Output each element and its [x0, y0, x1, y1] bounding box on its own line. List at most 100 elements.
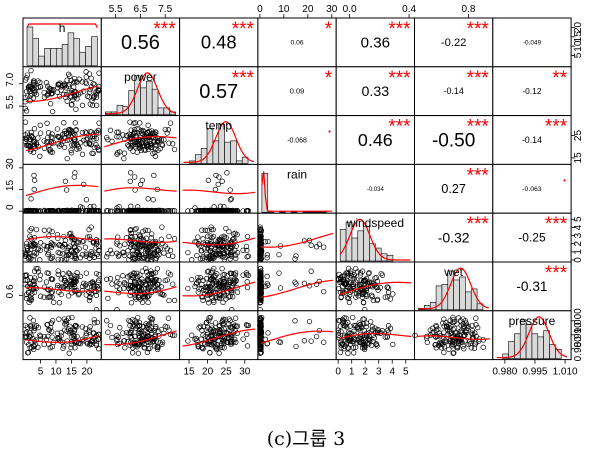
scatter-point	[135, 251, 142, 257]
significance-stars: .	[562, 165, 567, 186]
significance-stars: **	[552, 68, 567, 89]
scatter-point	[33, 323, 40, 329]
significance-stars: ***	[545, 117, 568, 138]
scatter-point	[224, 283, 231, 290]
scatter-point	[41, 242, 47, 249]
tick-label: 3	[376, 367, 382, 378]
scatter-point	[226, 278, 232, 284]
tick-label: 3	[573, 232, 584, 238]
scatter-point	[56, 316, 62, 322]
scatter-point	[154, 139, 160, 145]
scatter-point	[27, 315, 33, 321]
scatter-point	[136, 245, 143, 251]
scatter-point	[440, 341, 446, 348]
scatter-point	[382, 334, 388, 340]
scatter-point	[73, 106, 79, 112]
scatter-point	[65, 326, 72, 332]
scatter-point	[459, 329, 465, 335]
scatter-point	[65, 127, 72, 133]
correlation-value: -0.31	[516, 279, 547, 294]
fit-line	[260, 279, 334, 298]
scatter-point	[217, 203, 224, 209]
scatter-point	[351, 272, 357, 278]
significance-stars: .	[327, 117, 332, 138]
panel-frame	[492, 212, 572, 263]
scatter-point	[134, 126, 140, 132]
scatter-point	[68, 344, 74, 351]
scatter-point	[166, 140, 172, 146]
significance-stars: ***	[467, 68, 490, 89]
scatter-point	[165, 270, 172, 276]
correlation-value: 0.57	[199, 81, 238, 103]
tick-label: 10	[50, 367, 62, 378]
scatter-point	[54, 126, 61, 132]
panel-r3-c3: rain	[257, 163, 337, 214]
scatter-point	[135, 284, 141, 290]
scatter-point	[462, 332, 468, 338]
scatter-point	[141, 254, 147, 260]
scatter-point	[219, 344, 225, 350]
scatter-point	[202, 227, 208, 233]
scatter-point	[217, 282, 224, 288]
scatter-point	[65, 245, 72, 251]
scatter-point	[257, 234, 263, 240]
fit-line	[260, 232, 334, 248]
tick-label: 20	[202, 367, 214, 378]
scatter-point	[353, 265, 359, 272]
scatter-point	[123, 132, 130, 139]
scatter-point	[306, 318, 313, 325]
scatter-point	[206, 300, 212, 306]
scatter-point	[150, 197, 156, 203]
scatter-point	[217, 238, 224, 245]
scatter-point	[220, 250, 226, 256]
tick-label: 1	[573, 249, 584, 255]
panel-r6-c6: pressure	[492, 310, 572, 361]
scatter-point	[209, 285, 215, 291]
scatter-point	[115, 274, 121, 281]
scatter-point	[145, 333, 151, 339]
scatter-point	[93, 337, 99, 343]
scatter-point	[135, 248, 141, 254]
scatter-point	[265, 282, 271, 288]
scatter-point	[473, 322, 479, 328]
scatter-point	[79, 151, 86, 157]
scatter-point	[384, 284, 390, 290]
scatter-point	[293, 253, 299, 259]
scatter-point	[57, 134, 63, 140]
scatter-point	[257, 278, 263, 284]
scatter-point	[132, 333, 138, 340]
scatter-point	[378, 270, 384, 277]
scatter-point	[364, 340, 370, 346]
scatter-point	[93, 342, 100, 349]
scatter-point	[221, 293, 227, 299]
scatter-point	[137, 143, 143, 150]
scatter-point	[74, 333, 80, 340]
scatter-point	[185, 249, 191, 256]
scatter-point	[390, 341, 396, 348]
scatter-point	[480, 344, 486, 350]
scatter-point	[61, 327, 68, 333]
scatter-point	[132, 233, 138, 240]
panel-frame	[257, 66, 337, 117]
scatter-point	[68, 341, 75, 348]
scatter-point	[149, 316, 155, 322]
scatter-point	[199, 227, 205, 233]
scatter-point	[435, 326, 441, 332]
scatter-point	[150, 270, 156, 276]
panel-r4-c1	[100, 212, 181, 263]
scatter-point	[28, 129, 34, 136]
scatter-point	[46, 326, 52, 333]
scatter-point	[58, 330, 64, 336]
scatter-point	[205, 296, 211, 303]
scatter-point	[69, 101, 75, 108]
scatter-point	[450, 316, 456, 323]
scatter-point	[258, 284, 264, 291]
fit-line	[104, 286, 177, 295]
scatter-point	[87, 86, 93, 93]
correlation-value: -0.049	[523, 40, 542, 47]
significance-stars: ***	[545, 263, 568, 284]
scatter-point	[200, 255, 206, 261]
scatter-point	[77, 204, 84, 210]
scatter-point	[127, 253, 133, 259]
panel-r0-c4: 0.36***	[335, 17, 416, 68]
